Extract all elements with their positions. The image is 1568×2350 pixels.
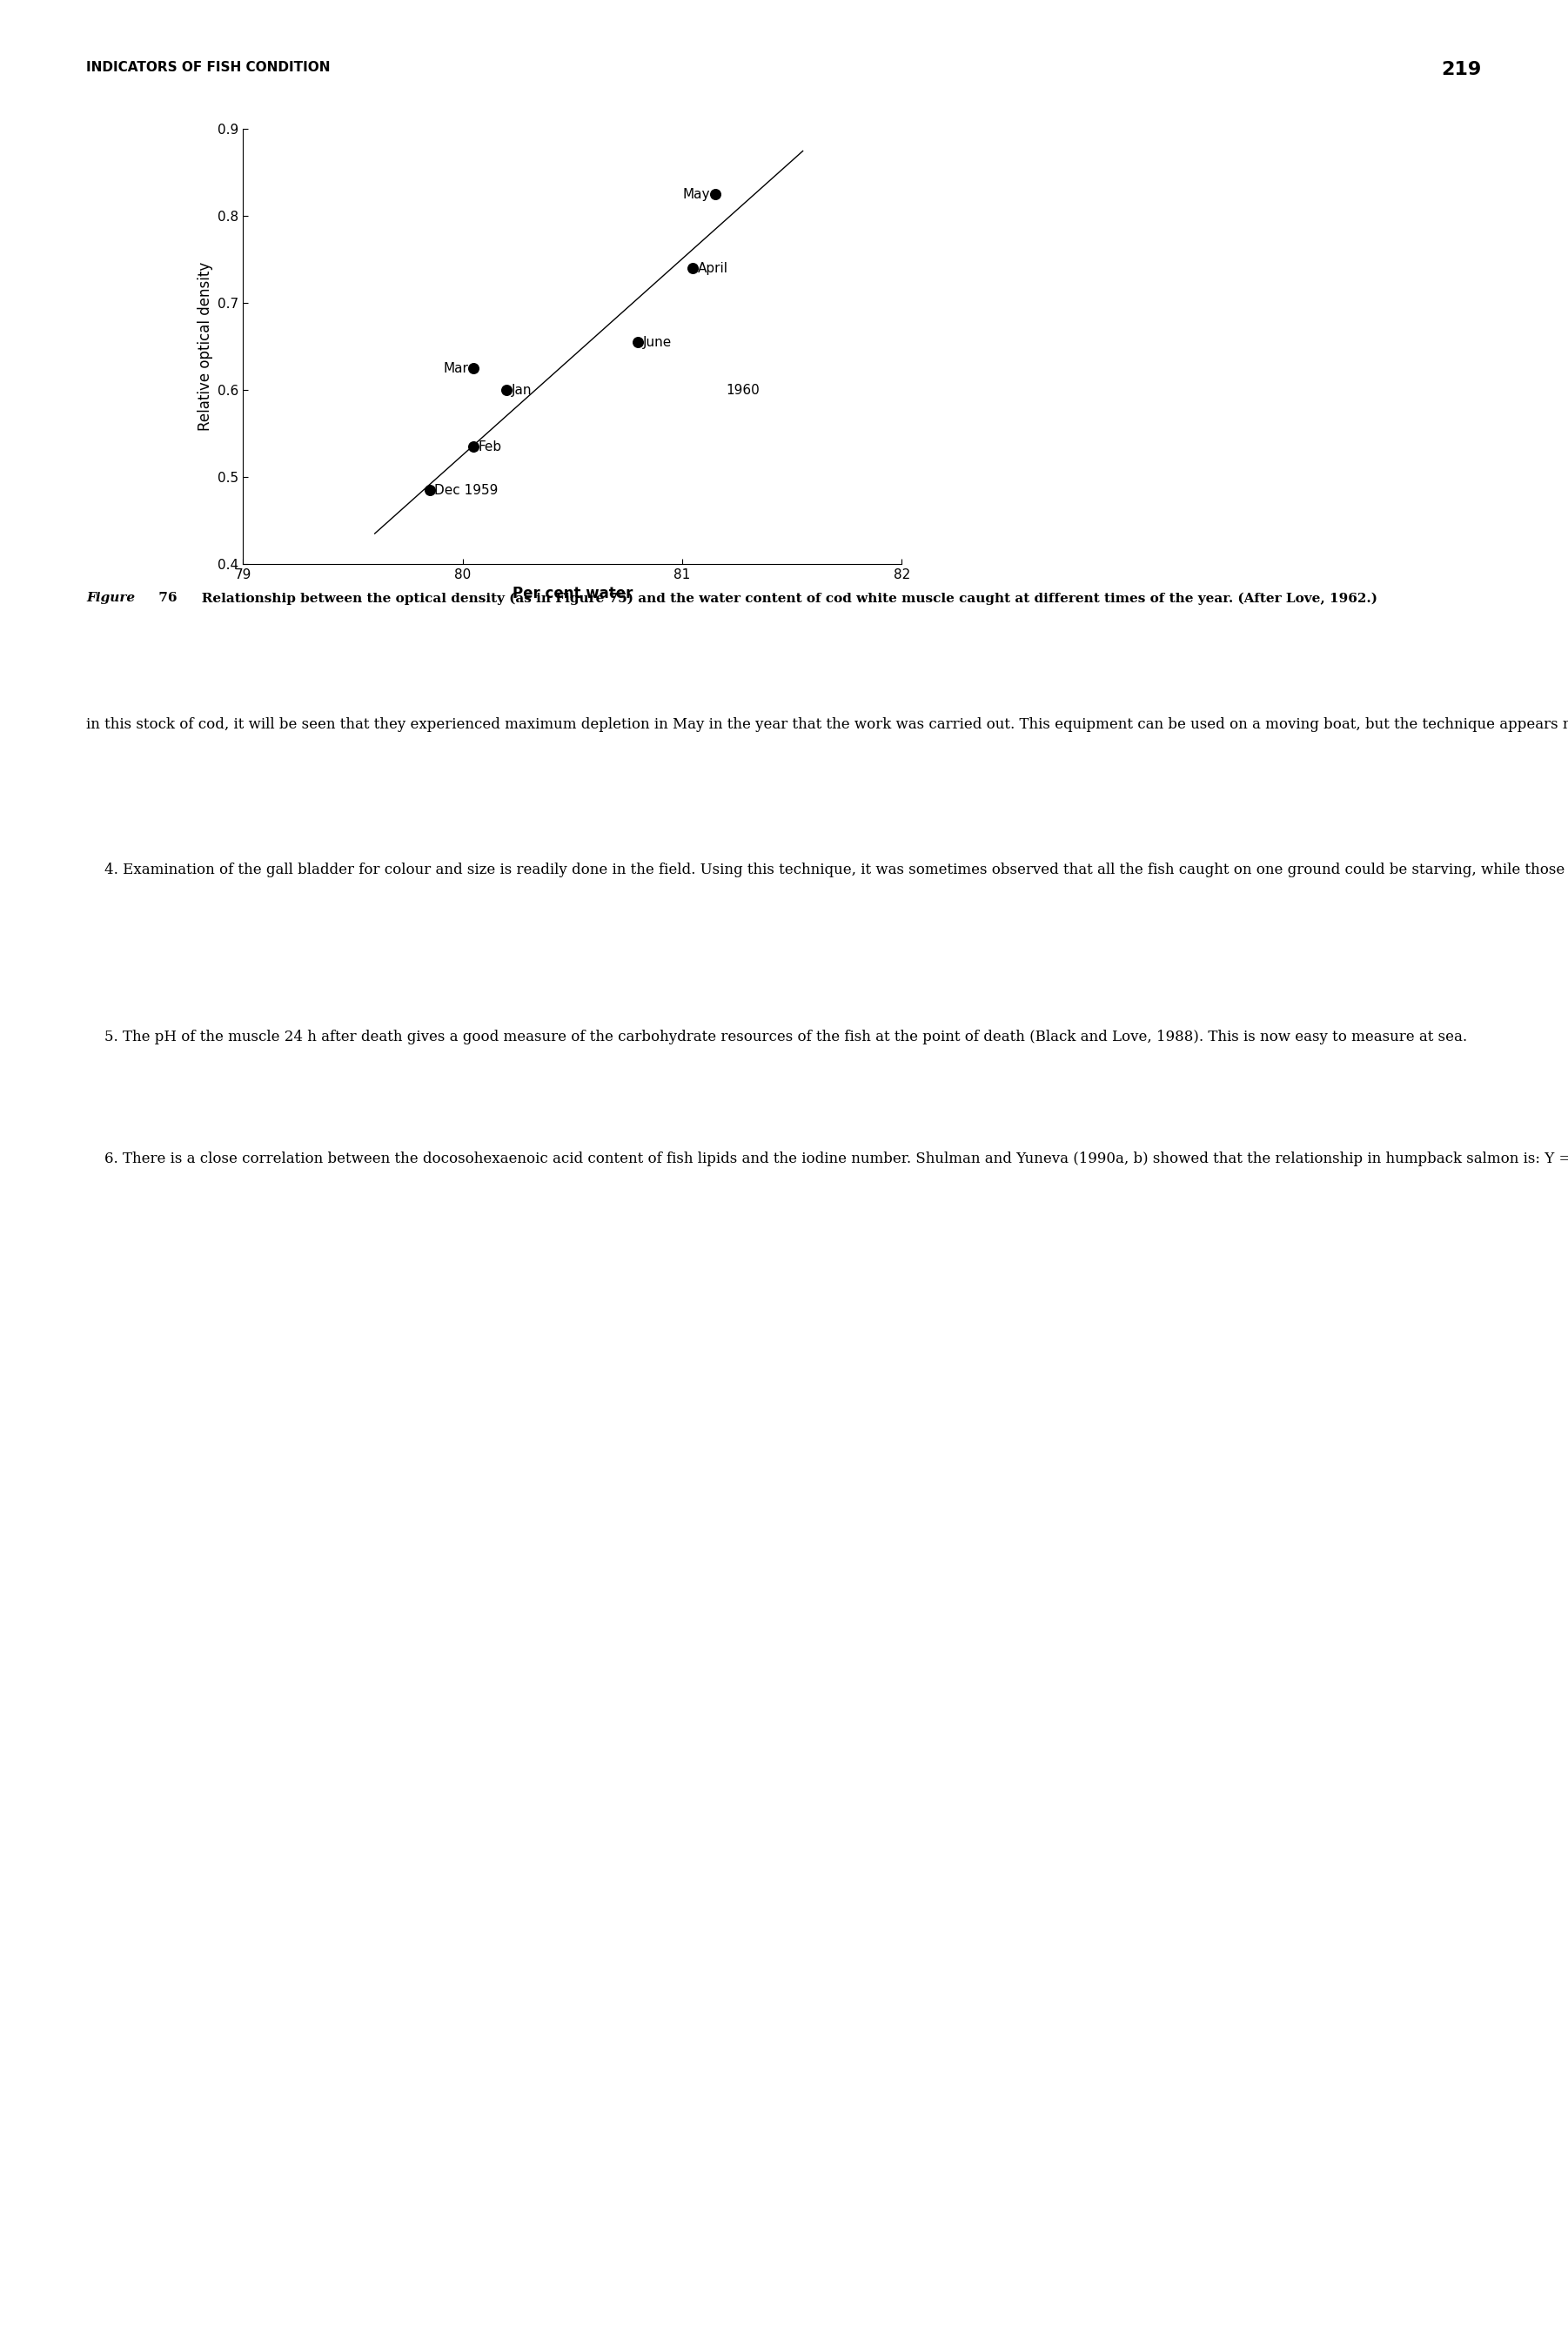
Text: 219: 219 — [1441, 61, 1482, 78]
Text: Feb: Feb — [478, 439, 502, 454]
Text: May: May — [682, 188, 710, 202]
Point — [681, 249, 706, 287]
Text: 76: 76 — [154, 592, 177, 604]
Point — [494, 371, 519, 409]
Point — [702, 176, 728, 214]
Text: Relationship between the optical density (as in Figure 75) and the water content: Relationship between the optical density… — [188, 592, 1378, 604]
Text: 5. The pH of the muscle 24 h after death gives a good measure of the carbohydrat: 5. The pH of the muscle 24 h after death… — [86, 1029, 1468, 1043]
Text: Mar: Mar — [444, 362, 469, 376]
Text: Jan: Jan — [511, 383, 532, 397]
Text: INDICATORS OF FISH CONDITION: INDICATORS OF FISH CONDITION — [86, 61, 331, 75]
Point — [417, 472, 442, 510]
Text: April: April — [698, 261, 729, 275]
Y-axis label: Relative optical density: Relative optical density — [198, 263, 213, 430]
Text: 4. Examination of the gall bladder for colour and size is readily done in the fi: 4. Examination of the gall bladder for c… — [86, 862, 1568, 877]
Text: 6. There is a close correlation between the docosohexaenoic acid content of fish: 6. There is a close correlation between … — [86, 1152, 1568, 1166]
Text: in this stock of cod, it will be seen that they experienced maximum depletion in: in this stock of cod, it will be seen th… — [86, 717, 1568, 731]
Point — [626, 324, 651, 362]
X-axis label: Per cent water: Per cent water — [513, 585, 632, 602]
Text: Figure: Figure — [86, 592, 135, 604]
Text: Dec 1959: Dec 1959 — [434, 484, 499, 496]
Text: 1960: 1960 — [726, 383, 760, 397]
Text: June: June — [643, 336, 673, 348]
Point — [461, 428, 486, 465]
Point — [461, 350, 486, 388]
